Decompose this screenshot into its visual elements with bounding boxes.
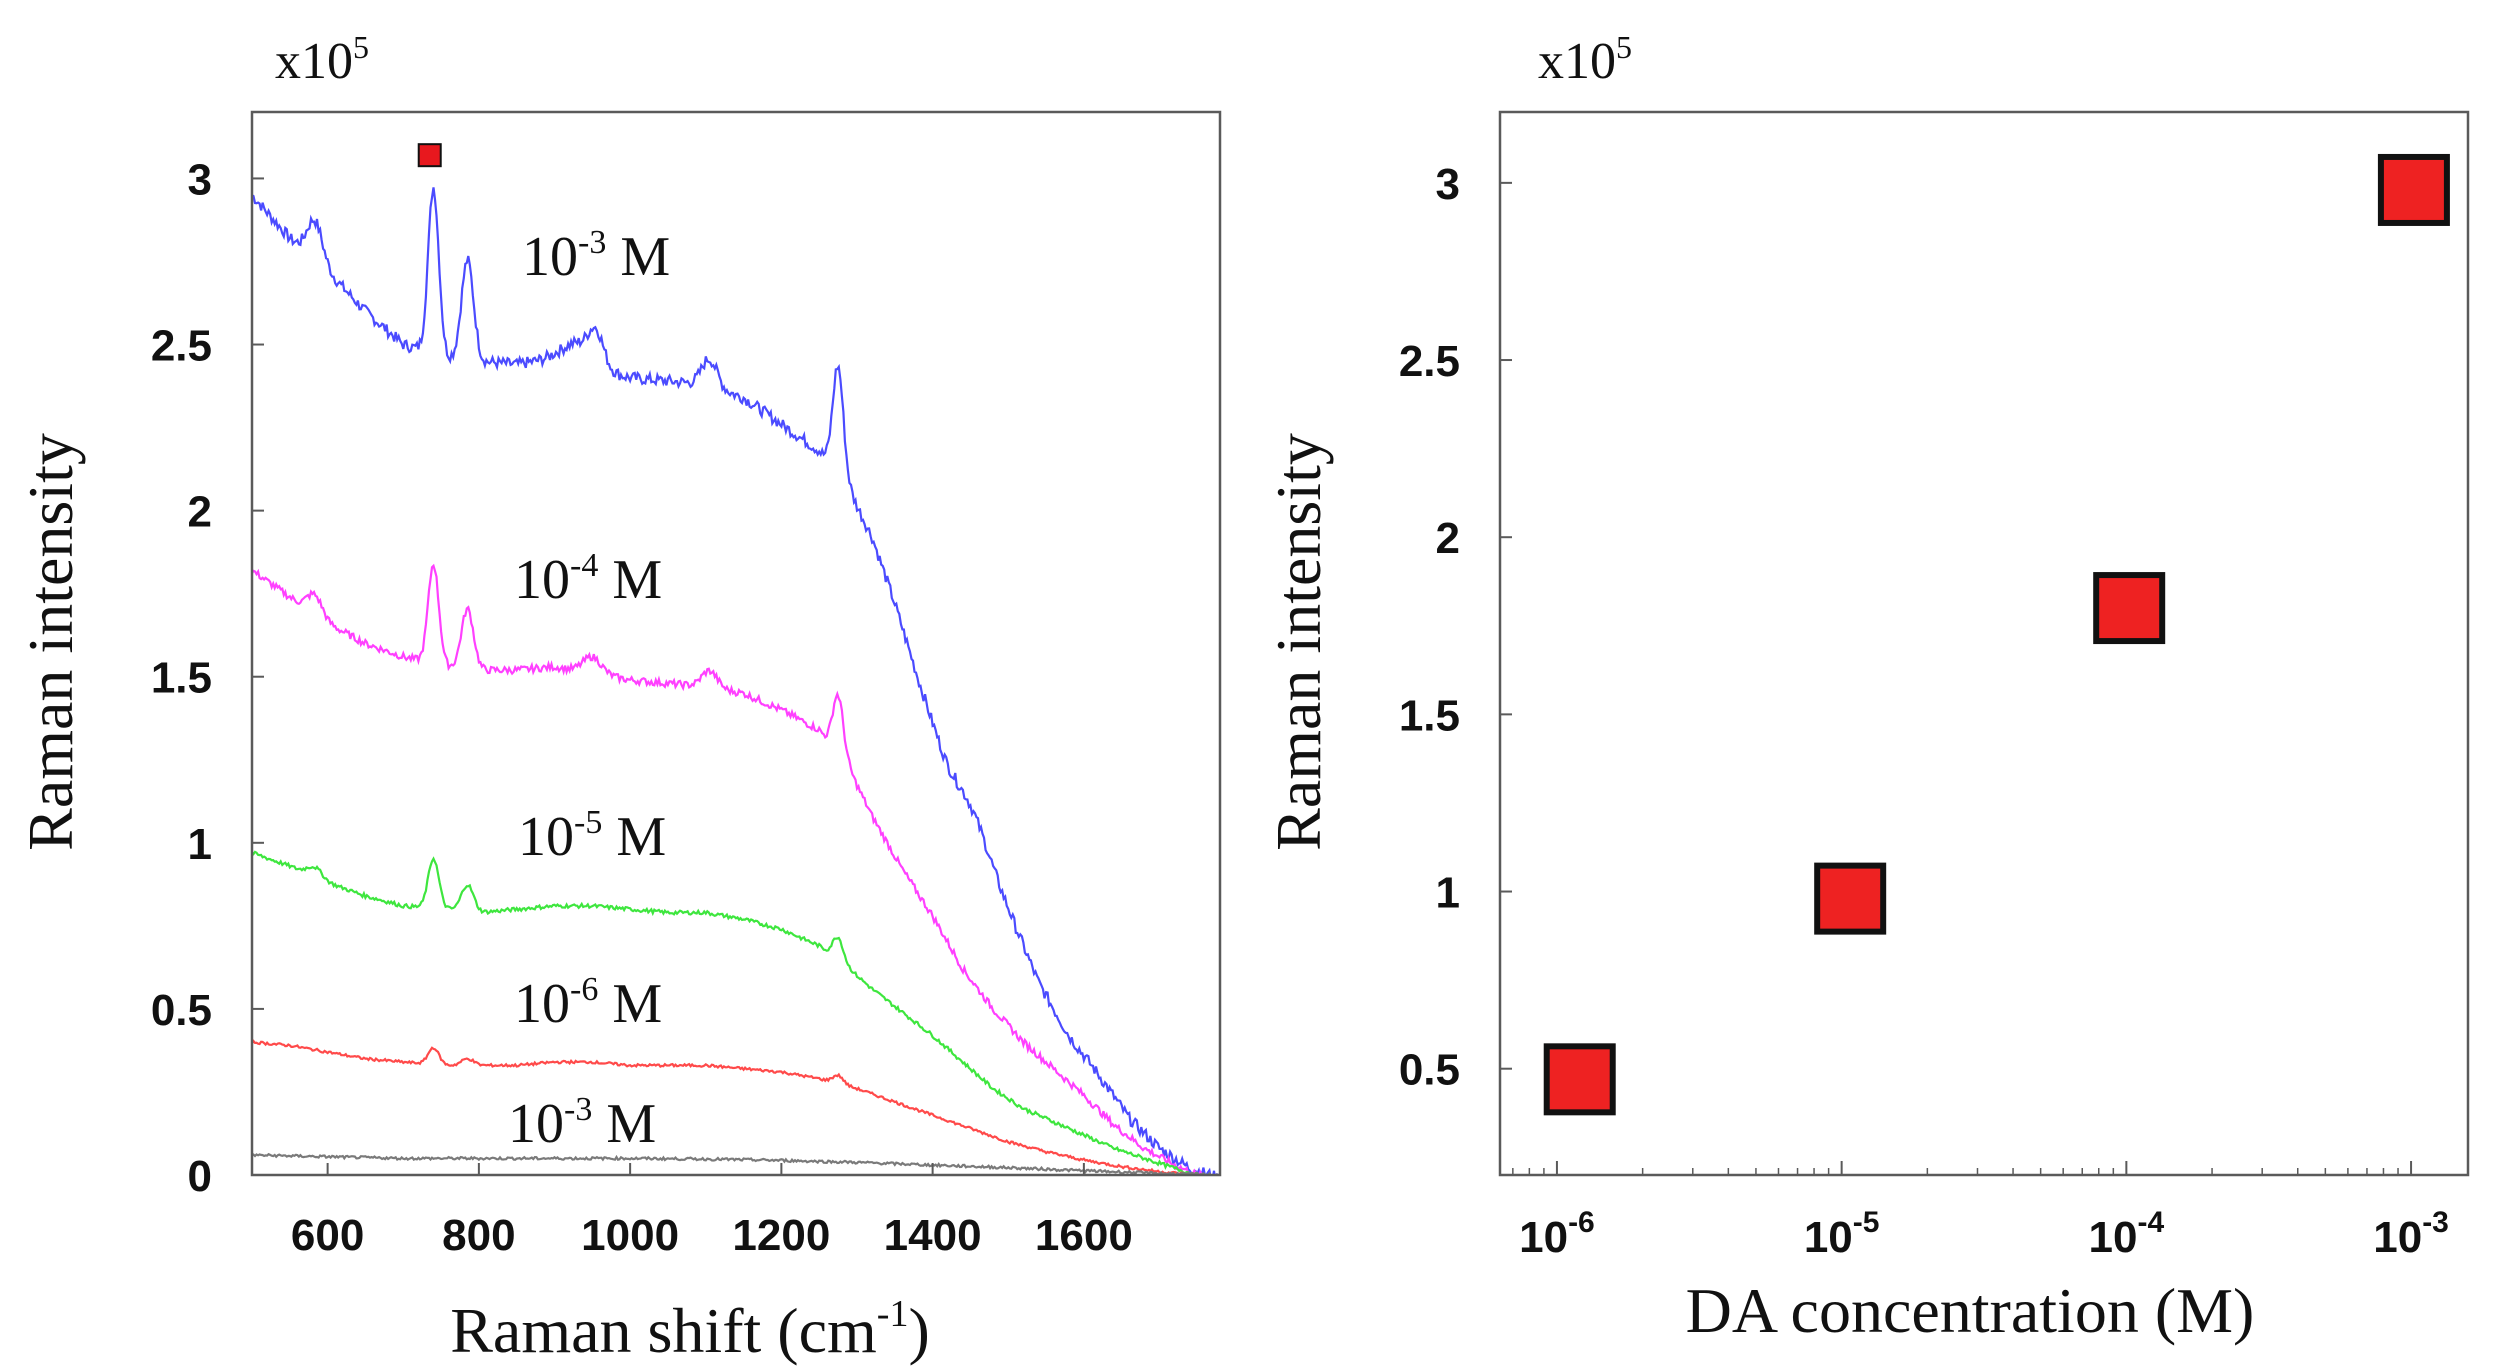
right-y-axis-label: Raman intensity xyxy=(1263,433,1334,851)
right-x-tick-label: 10-3 xyxy=(2373,1206,2449,1262)
peak-marker xyxy=(417,143,442,168)
left-x-tick-label: 600 xyxy=(291,1211,364,1260)
left-x-tick-label: 800 xyxy=(442,1211,515,1260)
spectrum-line-4 xyxy=(252,1039,1212,1175)
left-y-tick-label: 1 xyxy=(188,820,212,869)
right-y-tick-label: 2.5 xyxy=(1399,337,1460,386)
series-label-2: 10-4 M xyxy=(514,547,662,611)
spectrum-line-5 xyxy=(252,1152,1220,1175)
left-y-tick-label: 0.5 xyxy=(151,986,212,1035)
left-plot-frame xyxy=(250,110,1222,1177)
series-label-5: 10-3 M xyxy=(508,1091,656,1155)
left-x-tick-label: 1600 xyxy=(1035,1211,1133,1260)
spectrum-line-3 xyxy=(252,850,1215,1175)
left-multiplier-label: x105 xyxy=(275,29,369,90)
right-x-tick-label: 10-6 xyxy=(1519,1206,1595,1262)
right-x-ticks: 10-6 10-5 10-4 10-3 xyxy=(1512,1161,2449,1262)
left-y-tick-label: 3 xyxy=(188,155,212,204)
data-point-1 xyxy=(1543,1043,1616,1116)
left-x-tick-label: 1200 xyxy=(732,1211,830,1260)
series-label-1: 10-3 M xyxy=(522,224,670,288)
right-plot-frame xyxy=(1498,110,2470,1177)
left-y-axis-label: Raman intensity xyxy=(15,433,86,851)
spectrum-line-2 xyxy=(252,563,1204,1175)
right-y-tick-label: 3 xyxy=(1436,160,1460,209)
left-y-tick-label: 1.5 xyxy=(151,654,212,703)
left-peak-marker-group xyxy=(417,143,442,168)
right-y-ticks: 0.5 1 1.5 2 2.5 3 xyxy=(1399,160,1512,1095)
right-y-tick-label: 1.5 xyxy=(1399,691,1460,740)
right-y-tick-label: 0.5 xyxy=(1399,1046,1460,1095)
data-point-2 xyxy=(1814,862,1887,935)
raman-spectra-chart: x105 10-3 M 10-4 M 10-5 M 10-6 M 10-3 M 600 8… xyxy=(15,29,1222,1366)
series-label-4: 10-6 M xyxy=(514,971,662,1035)
right-multiplier-label: x105 xyxy=(1538,29,1632,90)
right-x-tick-label: 10-5 xyxy=(1804,1206,1880,1262)
left-x-tick-label: 1400 xyxy=(884,1211,982,1260)
left-y-tick-label: 0 xyxy=(188,1152,212,1201)
left-x-tick-label: 1000 xyxy=(581,1211,679,1260)
left-y-tick-label: 2 xyxy=(188,488,212,537)
right-x-axis-label: DA concentration (M) xyxy=(1686,1275,2255,1346)
data-point-4 xyxy=(2377,153,2450,226)
concentration-scatter-chart: x105 10-6 10-5 10-4 10-3 0.5 1 1.5 2 2.5 3 DA co… xyxy=(1263,29,2470,1346)
right-points-group xyxy=(1543,153,2450,1116)
left-y-ticks: 0 0.5 1 1.5 2 2.5 3 xyxy=(151,155,264,1201)
data-point-3 xyxy=(2093,572,2166,645)
left-x-axis-label: Raman shift (cm-1) xyxy=(450,1293,930,1366)
right-y-tick-label: 1 xyxy=(1436,869,1460,918)
right-x-tick-label: 10-4 xyxy=(2089,1206,2165,1262)
left-series-group xyxy=(252,187,1220,1175)
left-series-labels: 10-3 M 10-4 M 10-5 M 10-6 M 10-3 M xyxy=(508,224,670,1155)
left-x-ticks: 600 800 1000 1200 1400 1600 xyxy=(291,1163,1133,1260)
series-label-3: 10-5 M xyxy=(518,804,666,868)
right-y-tick-label: 2 xyxy=(1436,514,1460,563)
left-y-tick-label: 2.5 xyxy=(151,322,212,371)
spectrum-line-1 xyxy=(252,187,1219,1175)
